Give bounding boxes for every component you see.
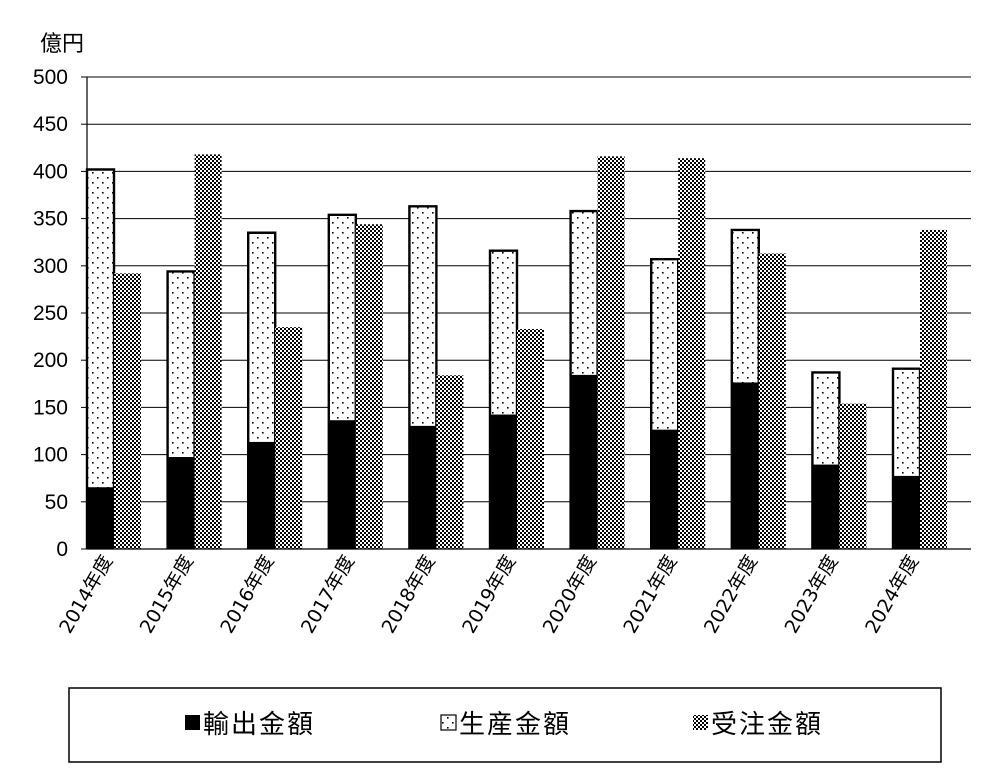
legend: 輸出金額 生産金額 受注金額 xyxy=(68,687,942,763)
bar-export-1 xyxy=(167,457,196,550)
bar-export-0 xyxy=(86,487,115,550)
bar-production-10 xyxy=(892,368,921,477)
axes xyxy=(86,77,971,550)
bar-export-2 xyxy=(247,441,276,550)
bar-order-6 xyxy=(597,156,625,549)
x-tick-label: 2017年度 xyxy=(297,552,359,638)
y-tick-label: 300 xyxy=(33,255,68,278)
bar-export-6 xyxy=(570,374,598,550)
bar-order-10 xyxy=(920,229,947,550)
bar-order-7 xyxy=(678,158,706,549)
bar-order-4 xyxy=(436,375,464,549)
bar-production-6 xyxy=(570,210,598,376)
bar-production-8 xyxy=(731,229,760,384)
bar-export-4 xyxy=(408,425,437,550)
x-tick-label: 2020年度 xyxy=(539,552,601,638)
y-tick-label: 150 xyxy=(33,396,68,419)
bars xyxy=(85,154,947,550)
legend-label: 生産金額 xyxy=(459,710,571,740)
bar-production-9 xyxy=(812,372,840,466)
bar-order-5 xyxy=(517,329,544,549)
bar-export-10 xyxy=(892,475,921,550)
bar-export-3 xyxy=(328,420,357,550)
bar-production-5 xyxy=(489,250,518,416)
bar-order-8 xyxy=(758,253,786,549)
bar-order-0 xyxy=(114,273,141,549)
bar-production-7 xyxy=(650,258,679,431)
x-tick-label: 2019年度 xyxy=(458,552,520,638)
bar-export-7 xyxy=(650,429,679,550)
y-tick-label: 200 xyxy=(33,349,68,372)
bar-order-2 xyxy=(275,327,303,549)
bar-order-1 xyxy=(194,154,222,549)
legend-key-export xyxy=(185,715,200,730)
bar-production-0 xyxy=(86,169,115,489)
x-tick-label: 2015年度 xyxy=(136,552,198,638)
y-tick-label: 100 xyxy=(33,444,68,467)
bar-production-2 xyxy=(247,232,276,443)
legend-key-order xyxy=(693,715,708,730)
x-tick-labels: 2014年度 2015年度 2016年度 2017年度 2018年度 2019年度 2020… xyxy=(55,552,923,638)
y-tick-label: 350 xyxy=(33,208,68,231)
x-tick-label: 2016年度 xyxy=(216,552,278,638)
legend-label: 受注金額 xyxy=(711,710,823,740)
y-tick-label: 500 xyxy=(33,66,68,89)
y-tick-label: 400 xyxy=(33,160,68,183)
y-tick-label: 50 xyxy=(45,491,68,514)
legend-key-production xyxy=(440,714,457,731)
bar-export-9 xyxy=(812,464,840,550)
x-tick-label: 2023年度 xyxy=(780,552,842,638)
y-tick-label: 250 xyxy=(33,302,68,325)
y-tick-label: 0 xyxy=(56,538,68,561)
y-unit-label: 億円 xyxy=(40,32,84,57)
y-tick-label: 450 xyxy=(33,113,68,136)
bar-export-5 xyxy=(489,414,518,550)
bar-order-9 xyxy=(839,403,867,549)
x-tick-label: 2024年度 xyxy=(861,552,923,638)
x-tick-label: 2022年度 xyxy=(700,552,762,638)
bar-production-1 xyxy=(167,271,196,458)
legend-box xyxy=(68,687,942,763)
x-tick-label: 2021年度 xyxy=(619,552,681,638)
x-tick-label: 2014年度 xyxy=(55,552,117,638)
x-tick-label: 2018年度 xyxy=(377,552,439,638)
bar-export-8 xyxy=(731,382,760,550)
bar-order-3 xyxy=(355,224,383,549)
y-tick-labels: 0 50 100 150 200 250 300 350 400 450 500 xyxy=(33,66,68,561)
bar-production-4 xyxy=(408,205,437,427)
legend-label: 輸出金額 xyxy=(203,710,315,740)
bar-production-3 xyxy=(328,214,357,422)
